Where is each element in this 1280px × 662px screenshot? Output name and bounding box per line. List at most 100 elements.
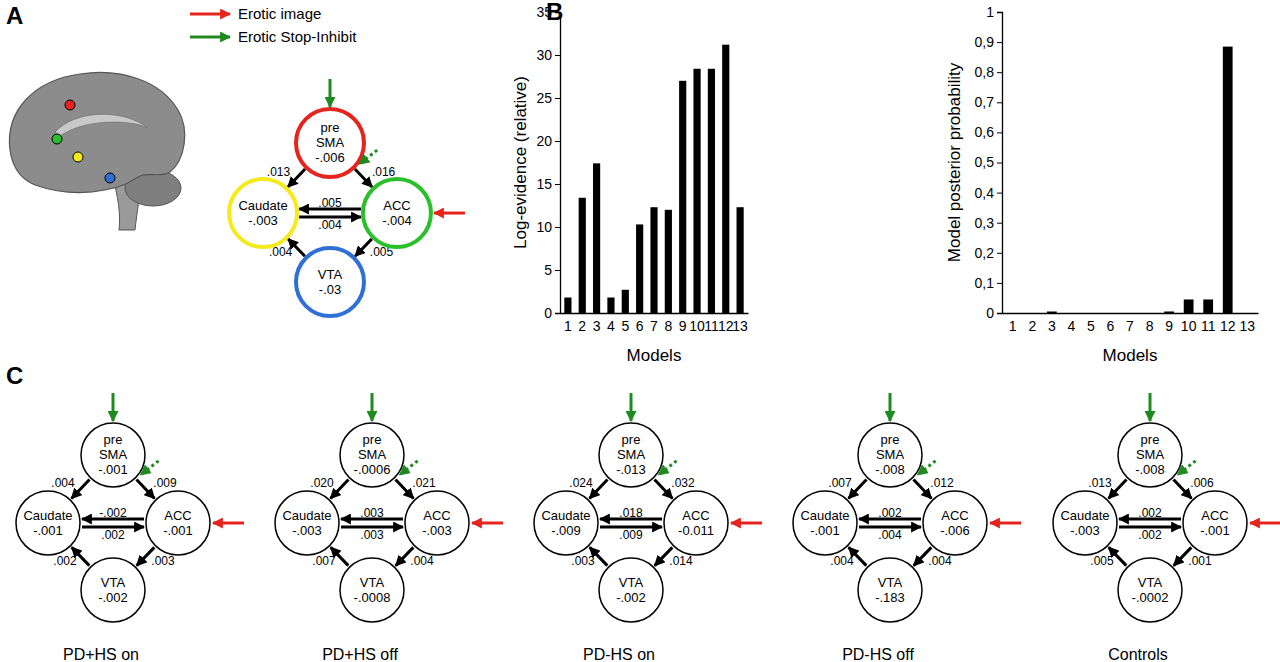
modulatory-input-arrow [141, 461, 159, 475]
network-diagram: .004.009-.002.002.002.003preSMA-.001Caud… [16, 393, 244, 662]
tick-label: 2 [1028, 318, 1036, 334]
bar [1203, 299, 1213, 313]
region-value: -.006 [315, 150, 345, 165]
region-value: -.008 [1135, 462, 1165, 477]
connection-label: .003 [360, 528, 384, 542]
connection-arrow [1173, 480, 1191, 499]
region-node [664, 491, 728, 555]
connection-label: .006 [1190, 476, 1214, 490]
tick-mark [555, 184, 560, 185]
region-name: ACC [164, 508, 191, 523]
tick: 35 [536, 4, 560, 20]
tick-label: 0 [986, 305, 994, 321]
region-node [1118, 423, 1182, 487]
connection-label: .012 [930, 476, 954, 490]
region-name: SMA [99, 447, 128, 462]
panel-label: A [6, 2, 23, 29]
region-dot [52, 134, 62, 144]
region-node [858, 423, 922, 487]
bar [607, 298, 614, 313]
region-value: -.008 [875, 462, 905, 477]
connection-label: .002 [53, 554, 77, 568]
region-node [146, 491, 210, 555]
image-input-arrow [731, 522, 762, 525]
tick-mark [997, 163, 1002, 164]
region-name: ACC [682, 508, 709, 523]
region-node [229, 179, 297, 247]
region-node [296, 248, 364, 316]
bars [1047, 47, 1233, 313]
region-node [340, 423, 404, 487]
region-node [340, 558, 404, 622]
region-node [405, 491, 469, 555]
tick-label: 8 [1146, 318, 1154, 334]
connection-label: .016 [372, 165, 396, 179]
bar [1223, 47, 1233, 313]
region-node [599, 558, 663, 622]
region-node [858, 558, 922, 622]
tick-label: 9 [679, 318, 687, 334]
x-axis-title: Models [1103, 346, 1158, 365]
tick: 8 [664, 318, 672, 334]
connection-label: .013 [1088, 476, 1112, 490]
region-name: ACC [383, 198, 410, 213]
tick-label: 0,8 [975, 64, 995, 80]
region-name: SMA [316, 135, 345, 150]
connection-label: .003 [151, 554, 175, 568]
tick-label: 1 [564, 318, 572, 334]
region-value: -.001 [810, 523, 840, 538]
tick-mark [997, 223, 1002, 224]
tick-mark [997, 102, 1002, 103]
tick-label: 0 [544, 305, 552, 321]
tick: 5 [621, 318, 629, 334]
tick-label: 0,3 [975, 215, 995, 231]
tick: 10 [1181, 318, 1197, 334]
tick-label: 2 [578, 318, 586, 334]
bar-chart: 00,10,20,30,40,50,60,70,80,9112345678910… [945, 4, 1259, 365]
region-value: -.002 [98, 590, 128, 605]
tick: 1 [1009, 318, 1017, 334]
driving-input-arrow [112, 393, 115, 421]
region-name: SMA [617, 447, 646, 462]
tick: 13 [1239, 318, 1255, 334]
region-value: -.0002 [1132, 590, 1169, 605]
tick-mark [555, 141, 560, 142]
region-name: pre [104, 432, 123, 447]
tick-label: 20 [536, 133, 552, 149]
connection-label: .002 [1138, 506, 1162, 520]
y-axis: 05101520253035 [536, 4, 560, 321]
tick: 7 [1126, 318, 1134, 334]
y-axis-title: Model posterior probability [945, 62, 964, 262]
tick-label: 13 [1239, 318, 1255, 334]
tick: 10 [689, 318, 705, 334]
modulatory-input-arrow [359, 150, 377, 164]
tick-label: 0,6 [975, 124, 995, 140]
tick-label: 15 [536, 176, 552, 192]
connection-label: .004 [928, 554, 952, 568]
region-name: ACC [423, 508, 450, 523]
tick: 3 [1048, 318, 1056, 334]
tick-mark [997, 12, 1002, 13]
connection-label: .002 [1138, 528, 1162, 542]
brain-image [9, 73, 184, 231]
driving-input-arrow [630, 393, 633, 421]
region-name: pre [881, 432, 900, 447]
region-dot [65, 100, 75, 110]
tick: 0,8 [975, 64, 1002, 80]
tick-mark [997, 193, 1002, 194]
region-name: Caudate [23, 508, 72, 523]
tick: 30 [536, 47, 560, 63]
image-input-arrow [434, 212, 465, 215]
region-name: Caudate [1060, 508, 1109, 523]
tick: 0,4 [975, 185, 1002, 201]
bar [636, 224, 643, 313]
modulatory-input-arrow [1178, 461, 1196, 475]
region-value: -.003 [1070, 523, 1100, 538]
region-name: pre [321, 120, 340, 135]
tick-mark [555, 227, 560, 228]
axis-line [997, 13, 1003, 314]
region-value: -.03 [319, 282, 341, 297]
tick: 0,3 [975, 215, 1002, 231]
bar [679, 81, 686, 313]
connection-label: .002 [101, 528, 125, 542]
